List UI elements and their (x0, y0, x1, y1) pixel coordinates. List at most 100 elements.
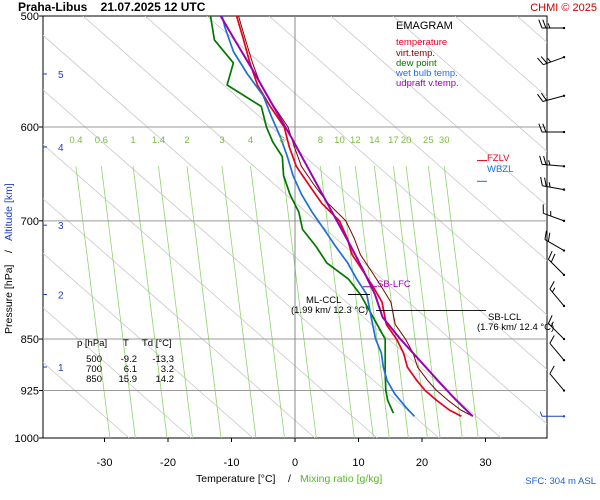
mixing-ratio-label: 0.4 (69, 135, 82, 146)
dry-adiabat-line (43, 307, 192, 438)
wind-barb-staff (544, 239, 565, 251)
dry-adiabat-line (579, 16, 600, 438)
x-axis-label-mixing-ratio: Mixing ratio [g/kg] (300, 473, 382, 485)
wind-barb-flag (547, 250, 553, 260)
dry-adiabat-line (43, 89, 440, 438)
mixing-ratio-line (250, 166, 285, 438)
x-tick-label: 30 (479, 457, 491, 469)
dry-adiabat-line (43, 34, 502, 438)
mixing-ratio-label: 1.4 (152, 135, 165, 146)
dry-adiabat-line (330, 16, 547, 207)
wind-barb-flag (544, 177, 547, 187)
altitude-tick-label: 3 (58, 221, 64, 232)
surface-altitude: SFC: 304 m ASL (525, 476, 596, 487)
wind-barb-base (562, 94, 566, 97)
mixing-ratio-line (221, 166, 257, 438)
mixing-ratio-line (158, 166, 193, 438)
mixing-ratio-line (354, 166, 390, 438)
wind-barb-base (562, 188, 566, 191)
wind-barbs (537, 19, 566, 418)
mixing-ratio-label: 1 (130, 135, 135, 146)
legend-item-dew-point: dew point (396, 58, 437, 69)
credit-text: CHMI © 2025 (530, 2, 597, 14)
legend-item-temperature: temperature (396, 37, 447, 48)
mixing-ratio-line (75, 166, 111, 438)
legend-item-updraft: udpraft v.temp. (396, 78, 459, 89)
wind-barb-flag (547, 232, 551, 242)
value-table: p [hPa] T Td [°C] 500 -9.2 -13.3 700 6.1… (77, 338, 174, 385)
wind-barb-flag (540, 92, 547, 101)
mixing-ratio-label: 25 (423, 135, 434, 146)
dry-adiabat-line (392, 16, 547, 152)
wind-barb-flag (542, 19, 547, 29)
wbzl-label: WBZL (487, 164, 513, 175)
wind-barb-flag (539, 155, 543, 165)
table-cell: 14.2 (156, 374, 175, 385)
annotation-marks (348, 160, 487, 311)
x-tick-label: -30 (97, 457, 113, 469)
wind-barb-flag (548, 160, 551, 166)
series-line-dew-point (209, 16, 395, 414)
x-tick-label: -20 (160, 457, 176, 469)
ml-ccl-label: ML-CCL (306, 295, 341, 306)
x-axis-label-separator: / (288, 473, 291, 485)
mixing-ratio-label: 6 (280, 135, 285, 146)
wind-barb-base (562, 249, 566, 252)
wind-barb-flag (537, 57, 544, 66)
wind-barb-base (562, 415, 566, 418)
mixing-ratio-line (186, 166, 222, 438)
table-header-p: p [hPa] (77, 338, 107, 349)
table-cell: 850 (86, 374, 102, 385)
mixing-ratio-label: 12 (350, 135, 361, 146)
y-tick-label: 925 (21, 386, 39, 398)
series-line-udpraft-v-temp (219, 16, 474, 418)
wind-barb-flag (544, 230, 547, 240)
y-axis-label-separator: / (3, 250, 15, 253)
y-tick-label: 700 (21, 216, 39, 228)
x-tick-label: 0 (292, 457, 298, 469)
table-header-t: T (123, 338, 129, 349)
y-axis-label-pressure: Pressure [hPa] (3, 264, 15, 334)
wind-barb-flag (548, 182, 551, 188)
y-tick-label: 1000 (15, 433, 39, 445)
mixing-ratio-label: 17 (388, 135, 399, 146)
wind-barb-base (562, 55, 566, 59)
wind-barb-flag (537, 93, 544, 102)
altitude-tick-label: 1 (58, 363, 64, 374)
wind-barb-base (562, 273, 566, 277)
legend-title: EMAGRAM (396, 20, 453, 32)
y-tick-label: 600 (21, 122, 39, 134)
wind-barb-base (562, 304, 566, 308)
mixing-ratio-line (132, 166, 168, 438)
profile-series (209, 16, 474, 418)
mixing-ratio-label: 2 (184, 135, 189, 146)
x-tick-label: -10 (224, 457, 240, 469)
mixing-ratio-line (100, 166, 136, 438)
sb-lcl-value: (1.76 km/ 12.4 °C) (477, 322, 554, 333)
wind-barb-flag (547, 57, 552, 63)
wind-barb-flag (543, 155, 547, 165)
wind-barb-flag (547, 23, 551, 29)
sb-lcl-label: SB-LCL (488, 312, 521, 323)
x-axis-label-temperature: Temperature [°C] (196, 473, 276, 485)
wind-barb-flag (549, 365, 555, 374)
wind-barb-base (562, 26, 566, 30)
wind-barb-base (562, 358, 566, 362)
wind-barb-staff (549, 342, 565, 361)
wind-barb-flag (538, 19, 543, 29)
wind-barb-staff (548, 259, 565, 276)
wind-barb-staff (549, 373, 565, 391)
wind-barb-flag (547, 315, 553, 324)
mixing-ratio-label: 20 (401, 135, 412, 146)
altitude-tick-label: 2 (58, 290, 64, 301)
mixing-ratio-line (393, 166, 428, 438)
wind-barb-flag (540, 56, 548, 64)
wind-barb-flag (551, 287, 556, 293)
wind-barb-flag (549, 280, 555, 290)
ml-ccl-value: (1.99 km/ 12.3 °C) (291, 305, 368, 316)
mixing-ratio-line (443, 166, 479, 438)
wind-barb-base (562, 130, 566, 134)
sb-lfc-label: SB-LFC (377, 279, 411, 290)
dry-adiabat-line (144, 16, 547, 370)
dry-adiabat-line (454, 16, 547, 98)
